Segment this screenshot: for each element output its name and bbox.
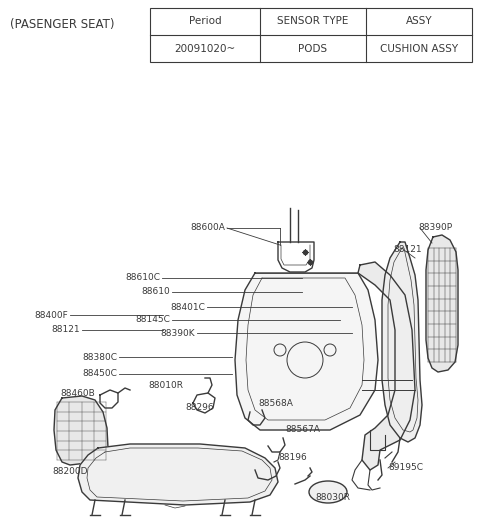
Text: 88200D: 88200D bbox=[52, 468, 87, 476]
Text: 20091020~: 20091020~ bbox=[174, 43, 236, 53]
Text: 88600A: 88600A bbox=[190, 223, 225, 233]
Text: 88121: 88121 bbox=[393, 245, 421, 255]
Text: 88380C: 88380C bbox=[82, 353, 117, 361]
Text: 88401C: 88401C bbox=[170, 302, 205, 312]
Text: 88460B: 88460B bbox=[60, 389, 95, 397]
Text: 88390K: 88390K bbox=[160, 328, 195, 337]
Text: 88030R: 88030R bbox=[315, 493, 350, 502]
Text: SENSOR TYPE: SENSOR TYPE bbox=[277, 17, 348, 27]
Ellipse shape bbox=[309, 481, 347, 503]
Text: 88390P: 88390P bbox=[418, 223, 452, 233]
Text: 88567A: 88567A bbox=[285, 426, 320, 435]
Text: 88145C: 88145C bbox=[135, 315, 170, 324]
Text: 89195C: 89195C bbox=[388, 463, 423, 472]
Text: CUSHION ASSY: CUSHION ASSY bbox=[380, 43, 458, 53]
Text: 88296: 88296 bbox=[185, 404, 214, 413]
Polygon shape bbox=[78, 444, 278, 505]
Text: 88568A: 88568A bbox=[258, 399, 293, 407]
Polygon shape bbox=[54, 396, 108, 465]
Text: 88010R: 88010R bbox=[148, 381, 183, 390]
Polygon shape bbox=[358, 262, 415, 470]
Polygon shape bbox=[382, 242, 422, 442]
Polygon shape bbox=[426, 235, 458, 372]
Text: ASSY: ASSY bbox=[406, 17, 432, 27]
Text: 88121: 88121 bbox=[51, 325, 80, 335]
Text: 88610: 88610 bbox=[141, 288, 170, 297]
Text: 88610C: 88610C bbox=[125, 274, 160, 282]
Bar bbox=[150, 8, 472, 62]
Text: 88450C: 88450C bbox=[82, 370, 117, 379]
Text: 88400F: 88400F bbox=[34, 311, 68, 320]
Text: Period: Period bbox=[189, 17, 221, 27]
Text: PODS: PODS bbox=[299, 43, 327, 53]
Polygon shape bbox=[235, 273, 378, 430]
Text: (PASENGER SEAT): (PASENGER SEAT) bbox=[10, 18, 115, 31]
Text: 88196: 88196 bbox=[278, 453, 307, 462]
